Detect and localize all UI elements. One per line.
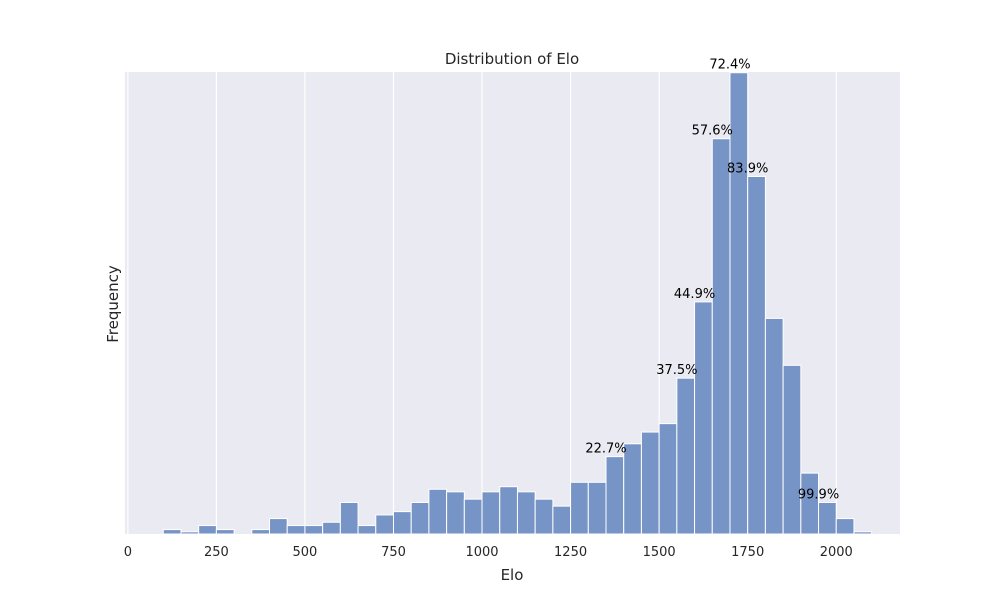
histogram-bar — [339, 501, 359, 535]
histogram-bar — [764, 317, 784, 535]
x-axis-label: Elo — [501, 566, 524, 584]
percentile-label: 22.7% — [585, 442, 626, 457]
histogram-bar — [623, 443, 642, 535]
x-tick-label: 1750 — [731, 545, 764, 560]
x-tick-label: 1250 — [554, 545, 587, 560]
histogram-bar — [552, 505, 572, 535]
x-tick-label: 0 — [124, 545, 132, 560]
histogram-bar — [711, 138, 731, 535]
histogram-bar — [180, 531, 200, 535]
histogram-bar — [640, 431, 660, 535]
percentile-label: 57.6% — [692, 124, 733, 139]
histogram-bars — [162, 72, 873, 535]
histogram-bar — [694, 301, 713, 535]
histogram-bar — [269, 518, 288, 535]
x-tick-label: 1500 — [643, 545, 676, 560]
percentile-label: 37.5% — [656, 363, 697, 378]
x-tick-label: 750 — [381, 545, 406, 560]
histogram-bar — [463, 498, 483, 535]
histogram-bar — [446, 491, 465, 535]
histogram-bar — [516, 491, 536, 535]
x-tick-label: 500 — [293, 545, 318, 560]
histogram-bar — [304, 525, 324, 535]
histogram-bar — [481, 491, 501, 535]
histogram-bar — [782, 364, 802, 535]
bar-annotations: 22.7% 37.5% 44.9% 57.6% 72.4% 83.9% 99.9% — [585, 58, 839, 503]
histogram-bar — [570, 481, 589, 535]
histogram-bar — [375, 514, 394, 535]
histogram-bar — [198, 525, 217, 535]
histogram-bar — [835, 518, 855, 535]
histogram-bar — [818, 501, 837, 535]
percentile-label: 72.4% — [709, 58, 750, 73]
histogram-bar — [499, 486, 518, 535]
histogram-bar — [587, 481, 607, 535]
histogram-bar — [410, 501, 430, 535]
histogram-bar — [251, 529, 271, 535]
histogram-bar — [428, 488, 448, 535]
histogram-bar — [286, 525, 306, 535]
histogram-bar — [605, 456, 625, 535]
y-axis-label: Frequency — [104, 265, 122, 343]
histogram-bar — [357, 525, 377, 535]
histogram-bar — [392, 511, 412, 535]
histogram-bar — [322, 521, 341, 535]
percentile-label: 83.9% — [727, 162, 768, 177]
x-tick-label: 2000 — [820, 545, 853, 560]
histogram-bar — [658, 423, 678, 535]
histogram-bar — [729, 72, 749, 535]
x-tick-label: 250 — [204, 545, 229, 560]
x-axis-ticks: 0 250 500 750 1000 1250 1500 1750 2000 — [124, 545, 853, 560]
histogram-bar — [534, 498, 554, 535]
percentile-label: 99.9% — [798, 487, 839, 502]
histogram-bar — [853, 531, 873, 535]
histogram-bar — [676, 377, 696, 535]
percentile-label: 44.9% — [674, 287, 715, 302]
x-tick-label: 1000 — [465, 545, 498, 560]
histogram-bar — [162, 529, 182, 535]
histogram-bar — [215, 529, 235, 535]
chart-title: Distribution of Elo — [445, 50, 579, 68]
histogram-bar — [747, 176, 766, 535]
histogram-bar — [800, 472, 820, 535]
